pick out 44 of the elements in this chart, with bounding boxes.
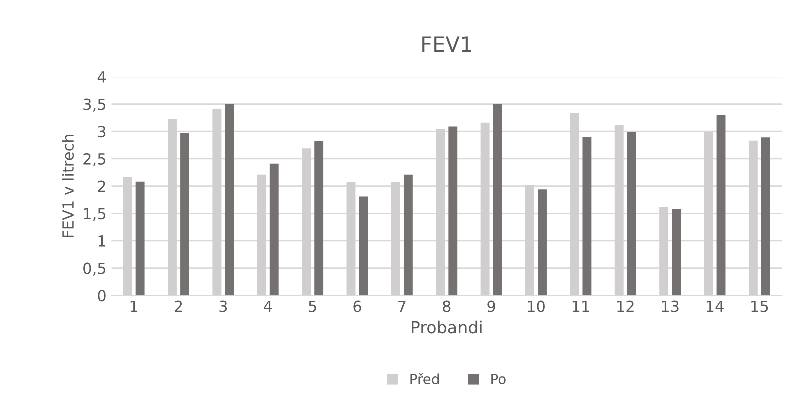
x-tick-label: 14 (706, 300, 724, 312)
bar (359, 196, 368, 296)
legend-label: Po (492, 374, 506, 385)
y-tick-label: 2 (98, 180, 106, 192)
y-tick-label: 3 (98, 126, 106, 138)
y-tick-label: 4 (98, 72, 106, 83)
x-tick-label: 5 (309, 300, 316, 312)
x-tick-label: 4 (264, 300, 272, 312)
bar (672, 209, 682, 296)
x-tick-label: 2 (175, 300, 182, 312)
chart-title: FEV1 (422, 36, 472, 52)
y-axis-title: FEV1 v litrech (62, 134, 74, 238)
bar (582, 137, 592, 296)
y-tick-label: 2,5 (84, 153, 106, 167)
x-tick-label: 15 (752, 300, 768, 312)
x-tick-label: 6 (354, 300, 362, 312)
x-tick-label: 7 (398, 300, 406, 312)
x-axis-title: Probandi (412, 320, 482, 334)
bar (136, 182, 145, 296)
x-tick-label: 12 (618, 300, 634, 312)
x-tick-label: 10 (528, 300, 545, 312)
x-tick-label: 9 (488, 300, 496, 312)
y-tick-label: 3,5 (84, 98, 106, 112)
bar (493, 104, 502, 296)
x-tick-label: 13 (662, 300, 679, 312)
bar (404, 174, 413, 296)
bar (761, 138, 770, 296)
x-tick-label: 8 (443, 300, 451, 312)
y-tick-label: 0 (98, 290, 106, 302)
bar (538, 190, 547, 296)
bar (448, 126, 458, 296)
bar (180, 133, 190, 296)
bar (314, 141, 324, 296)
y-tick-label: 0,5 (84, 262, 106, 276)
y-tick-label: 1,5 (84, 208, 106, 222)
legend-label: Před (410, 373, 439, 385)
bar (627, 132, 636, 296)
x-tick-label: 3 (220, 300, 228, 312)
x-tick-label: 11 (572, 300, 590, 312)
y-tick-label: 1 (98, 236, 106, 247)
bar (225, 104, 234, 296)
bar (716, 115, 726, 296)
bar (270, 164, 279, 296)
x-tick-label: 1 (130, 300, 138, 312)
